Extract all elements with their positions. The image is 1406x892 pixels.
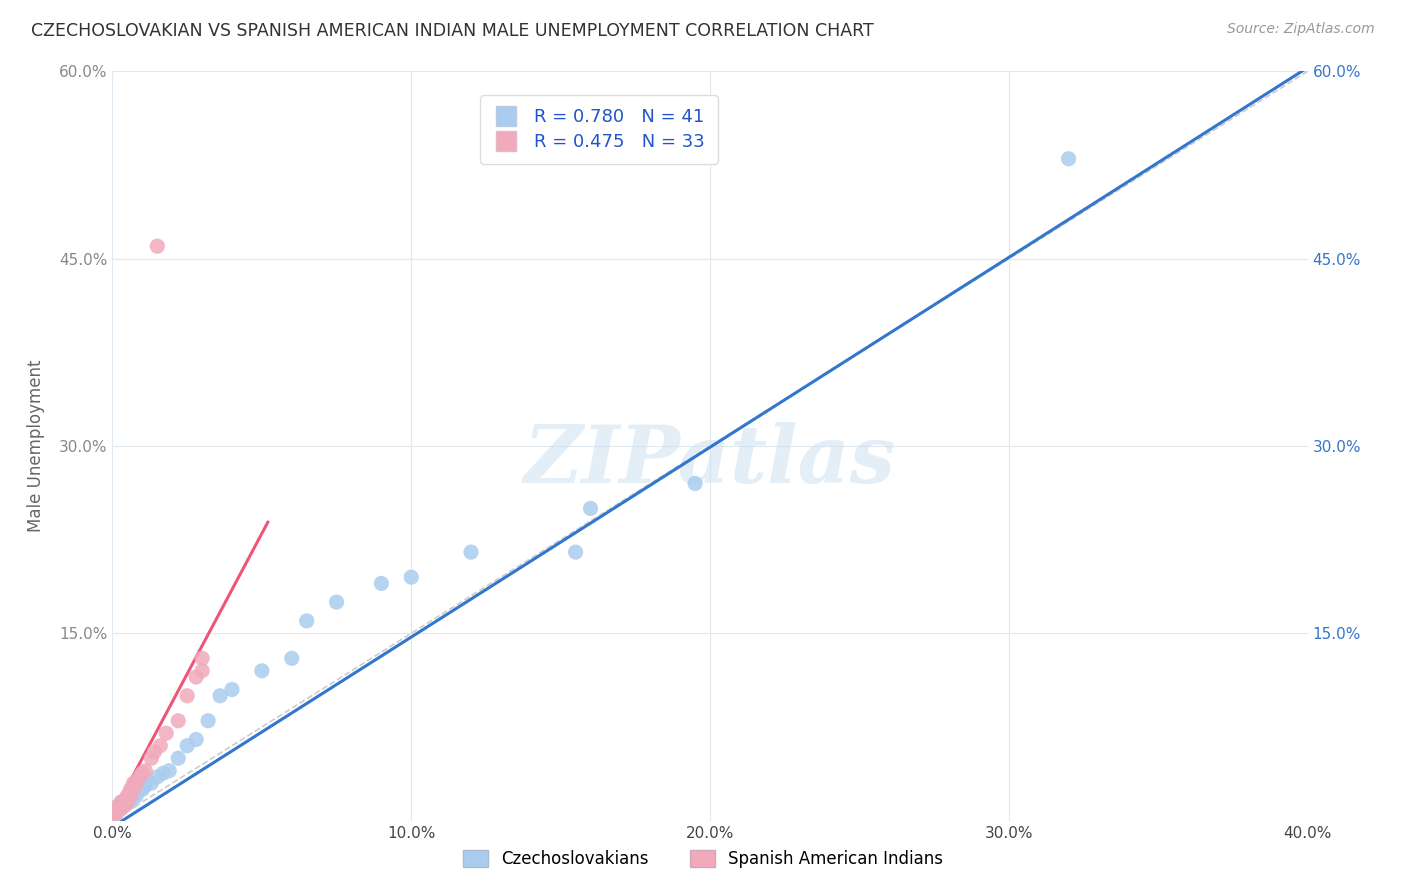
Point — [191, 651, 214, 665]
Point — [157, 764, 180, 778]
Point — [683, 476, 706, 491]
Point — [117, 791, 139, 805]
Point — [134, 764, 156, 778]
Point — [146, 239, 169, 253]
Point — [128, 770, 150, 784]
Point — [149, 739, 172, 753]
Point — [221, 682, 243, 697]
Point — [122, 782, 145, 797]
Point — [104, 806, 127, 821]
Point — [370, 576, 392, 591]
Point — [152, 766, 174, 780]
Point — [110, 801, 132, 815]
Point — [1057, 152, 1080, 166]
Point — [125, 776, 148, 790]
Point — [117, 795, 139, 809]
Point — [186, 670, 208, 684]
Point — [110, 797, 132, 812]
Point — [107, 801, 129, 815]
Y-axis label: Male Unemployment: Male Unemployment — [27, 359, 45, 533]
Point — [122, 776, 145, 790]
Point — [117, 795, 139, 809]
Point — [325, 595, 347, 609]
Text: ZIPatlas: ZIPatlas — [524, 422, 896, 500]
Point — [114, 798, 135, 813]
Point — [104, 807, 127, 822]
Point — [155, 726, 177, 740]
Legend: R = 0.780   N = 41, R = 0.475   N = 33: R = 0.780 N = 41, R = 0.475 N = 33 — [479, 95, 717, 164]
Point — [110, 801, 132, 815]
Point — [114, 798, 135, 813]
Point — [107, 801, 129, 815]
Point — [120, 795, 142, 809]
Point — [120, 789, 142, 803]
Point — [191, 664, 214, 678]
Point — [117, 789, 139, 803]
Point — [120, 782, 142, 797]
Point — [176, 689, 198, 703]
Point — [143, 745, 166, 759]
Point — [167, 751, 190, 765]
Point — [401, 570, 423, 584]
Point — [146, 770, 169, 784]
Point — [131, 782, 153, 797]
Point — [131, 766, 153, 780]
Point — [460, 545, 482, 559]
Point — [110, 795, 132, 809]
Point — [104, 805, 127, 819]
Point — [107, 804, 129, 818]
Point — [110, 798, 132, 813]
Point — [197, 714, 219, 728]
Point — [209, 689, 232, 703]
Point — [104, 804, 127, 818]
Point — [110, 795, 132, 809]
Legend: Czechoslovakians, Spanish American Indians: Czechoslovakians, Spanish American India… — [454, 842, 952, 877]
Text: CZECHOSLOVAKIAN VS SPANISH AMERICAN INDIAN MALE UNEMPLOYMENT CORRELATION CHART: CZECHOSLOVAKIAN VS SPANISH AMERICAN INDI… — [31, 22, 873, 40]
Point — [128, 782, 150, 797]
Point — [122, 789, 145, 803]
Point — [167, 714, 190, 728]
Point — [176, 739, 198, 753]
Point — [295, 614, 318, 628]
Point — [107, 798, 129, 813]
Point — [104, 807, 127, 822]
Point — [579, 501, 602, 516]
Point — [281, 651, 304, 665]
Text: Source: ZipAtlas.com: Source: ZipAtlas.com — [1227, 22, 1375, 37]
Point — [107, 804, 129, 818]
Point — [125, 789, 148, 803]
Point — [186, 732, 208, 747]
Point — [250, 664, 273, 678]
Point — [134, 779, 156, 793]
Point — [564, 545, 586, 559]
Point — [104, 802, 127, 816]
Point — [104, 805, 127, 819]
Point — [117, 791, 139, 805]
Point — [114, 795, 135, 809]
Point — [107, 798, 129, 813]
Point — [141, 751, 163, 765]
Point — [141, 776, 163, 790]
Point — [114, 795, 135, 809]
Point — [120, 789, 142, 803]
